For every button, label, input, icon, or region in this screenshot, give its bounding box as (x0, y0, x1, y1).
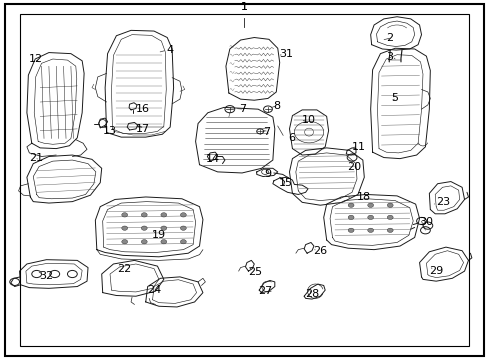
Text: 13: 13 (102, 126, 117, 136)
Text: 3: 3 (386, 52, 392, 62)
Circle shape (347, 215, 353, 220)
Text: 9: 9 (264, 169, 271, 179)
Circle shape (367, 215, 373, 220)
Text: 4: 4 (166, 45, 173, 55)
Text: 24: 24 (146, 285, 161, 295)
Circle shape (180, 213, 186, 217)
Text: 29: 29 (428, 266, 443, 276)
Text: 31: 31 (278, 49, 292, 59)
Text: 7: 7 (238, 104, 245, 114)
Circle shape (122, 226, 127, 230)
Text: 12: 12 (28, 54, 42, 64)
Text: 15: 15 (278, 177, 292, 188)
Circle shape (386, 215, 392, 220)
Text: 11: 11 (351, 142, 366, 152)
Text: 26: 26 (312, 247, 326, 256)
Circle shape (347, 203, 353, 207)
Text: 20: 20 (346, 162, 361, 171)
Circle shape (161, 213, 166, 217)
Circle shape (161, 226, 166, 230)
Text: 21: 21 (29, 153, 43, 163)
Circle shape (347, 228, 353, 233)
Text: 23: 23 (435, 197, 449, 207)
Text: 6: 6 (288, 133, 295, 143)
Text: 30: 30 (419, 217, 433, 227)
Text: 2: 2 (386, 32, 393, 42)
Text: 32: 32 (39, 271, 53, 281)
Circle shape (367, 203, 373, 207)
Circle shape (386, 228, 392, 233)
Text: 22: 22 (117, 264, 131, 274)
Text: 17: 17 (136, 124, 150, 134)
Circle shape (367, 228, 373, 233)
Circle shape (141, 240, 147, 244)
Text: 27: 27 (258, 286, 272, 296)
Text: 7: 7 (263, 127, 270, 138)
Text: 18: 18 (356, 192, 370, 202)
Text: 16: 16 (136, 104, 150, 114)
Text: 5: 5 (390, 94, 397, 103)
Text: 1: 1 (241, 3, 247, 13)
Circle shape (386, 203, 392, 207)
Circle shape (180, 226, 186, 230)
Circle shape (122, 213, 127, 217)
Text: 19: 19 (151, 230, 165, 240)
Text: 25: 25 (248, 267, 262, 277)
Circle shape (141, 213, 147, 217)
Text: 1: 1 (241, 3, 247, 13)
Text: 10: 10 (302, 115, 316, 125)
Circle shape (122, 240, 127, 244)
Circle shape (141, 226, 147, 230)
Text: 28: 28 (305, 289, 319, 300)
Text: 14: 14 (205, 154, 219, 165)
Text: 8: 8 (272, 100, 280, 111)
Circle shape (180, 240, 186, 244)
Circle shape (161, 240, 166, 244)
